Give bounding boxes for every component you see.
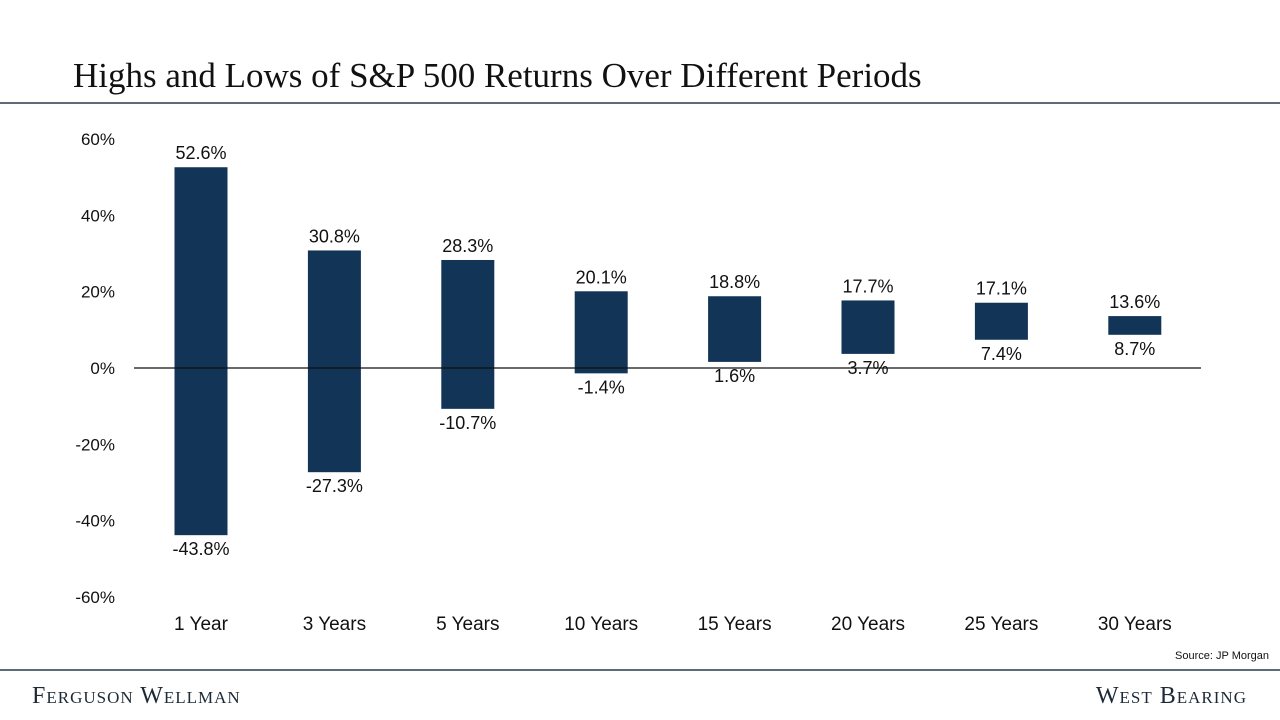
- y-tick-label: -40%: [75, 512, 115, 531]
- range-bar: [841, 300, 895, 354]
- range-bar: [708, 296, 762, 362]
- high-value-label: 17.7%: [842, 276, 893, 296]
- high-value-label: 17.1%: [976, 279, 1027, 299]
- footer-rule: [0, 669, 1280, 671]
- header-rule: [0, 102, 1280, 104]
- low-value-label: 7.4%: [981, 344, 1022, 364]
- y-tick-label: 40%: [81, 206, 115, 225]
- range-bar: [574, 291, 628, 374]
- high-value-label: 52.6%: [175, 143, 226, 163]
- x-category-label: 3 Years: [303, 614, 366, 635]
- x-category-label: 5 Years: [436, 614, 499, 635]
- range-bar: [1108, 316, 1162, 335]
- y-tick-label: 60%: [81, 130, 115, 149]
- y-tick-label: 20%: [81, 283, 115, 302]
- range-bar-chart: 60% 40% 20% 0% -20% -40% -60% 52.6% -43.8% 1 Year…: [75, 130, 1201, 635]
- low-value-label: 1.6%: [714, 366, 755, 386]
- source-note: Source: JP Morgan: [1175, 650, 1269, 662]
- high-value-label: 28.3%: [442, 236, 493, 256]
- brand-logo-right: West Bearing: [1095, 683, 1247, 709]
- y-tick-label: -20%: [75, 435, 115, 454]
- chart-title: Highs and Lows of S&P 500 Returns Over D…: [73, 56, 922, 95]
- x-category-label: 10 Years: [564, 614, 638, 635]
- x-category-label: 30 Years: [1098, 614, 1172, 635]
- high-value-label: 20.1%: [576, 267, 627, 287]
- high-value-label: 30.8%: [309, 226, 360, 246]
- y-tick-label: 0%: [90, 359, 115, 378]
- low-value-label: -27.3%: [306, 476, 363, 496]
- low-value-label: 8.7%: [1114, 339, 1155, 359]
- x-category-label: 20 Years: [831, 614, 905, 635]
- range-bar: [441, 259, 495, 409]
- x-category-label: 15 Years: [698, 614, 772, 635]
- low-value-label: -43.8%: [172, 539, 229, 559]
- range-bar: [974, 302, 1028, 340]
- y-tick-label: -60%: [75, 588, 115, 607]
- range-bar: [174, 167, 228, 536]
- low-value-label: -1.4%: [578, 377, 625, 397]
- range-bar: [307, 250, 361, 473]
- brand-logo-left: Ferguson Wellman: [32, 683, 241, 709]
- high-value-label: 13.6%: [1109, 292, 1160, 312]
- low-value-label: -10.7%: [439, 413, 496, 433]
- high-value-label: 18.8%: [709, 272, 760, 292]
- x-category-label: 25 Years: [964, 614, 1038, 635]
- x-category-label: 1 Year: [174, 614, 229, 635]
